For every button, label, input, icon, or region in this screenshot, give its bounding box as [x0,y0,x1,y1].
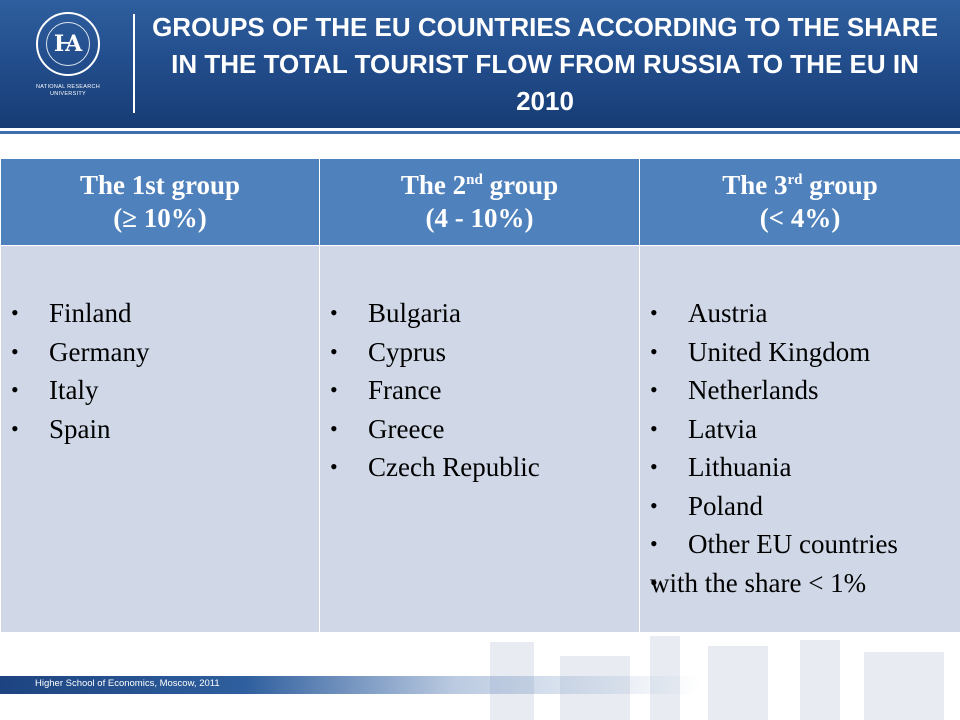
list-item: Finland [11,294,319,333]
group2-list: Bulgaria Cyprus France Greece Czech Repu… [320,246,639,487]
list-item: United Kingdom [650,333,960,372]
group1-title: The 1st group [79,170,241,200]
list-item: France [330,371,639,410]
list-item: Netherlands [650,371,960,410]
slide-title: GROUPS OF THE EU COUNTRIES ACCORDING TO … [152,12,938,116]
group2-range: (4 - 10%) [425,203,534,233]
list-item: Poland [650,487,960,526]
group2-title-sup: nd [466,172,483,188]
watermark-graphic [490,636,944,720]
group3-title: The 3 [722,170,788,200]
header-rule-blue [0,131,960,134]
group2-title-rest: group [482,170,559,200]
list-item: Austria [650,294,960,333]
list-item-note: with the share < 1% [650,564,960,603]
group3-title-sup: rd [787,172,803,188]
list-item: Spain [11,410,319,449]
group1-list: Finland Germany Italy Spain [1,246,319,448]
group3-header: The 3rd group (< 4%) [639,158,960,246]
logo-inner-ring: Ꙗ [46,22,90,66]
header-banner: Ꙗ NATIONAL RESEARCH UNIVERSITY GROUPS OF… [0,0,960,128]
logo-caption: NATIONAL RESEARCH UNIVERSITY [35,84,101,97]
header-divider [133,14,135,113]
groups-table: The 1st group (≥ 10%) The 2nd group (4 -… [0,158,960,633]
group1-header: The 1st group (≥ 10%) [0,158,320,246]
group1-cell: Finland Germany Italy Spain [0,245,320,633]
footer-caption: Higher School of Economics, Moscow, 2011 [35,678,220,689]
list-item: Greece [330,410,639,449]
university-logo: Ꙗ [36,12,100,76]
header-rule-white [0,128,960,131]
group3-note: with the share < 1% [650,567,867,598]
group2-header: The 2nd group (4 - 10%) [319,158,640,246]
group2-cell: Bulgaria Cyprus France Greece Czech Repu… [319,245,640,633]
group1-range: (≥ 10%) [113,203,207,233]
list-item: Czech Republic [330,448,639,487]
list-item: Bulgaria [330,294,639,333]
group3-title-rest: group [802,170,878,200]
group3-cell: Austria United Kingdom Netherlands Latvi… [639,245,960,633]
list-item: Cyprus [330,333,639,372]
list-item: Other EU countries [650,525,960,564]
table-body-row: Finland Germany Italy Spain Bulgaria Cyp… [0,245,960,633]
list-item: Germany [11,333,319,372]
list-item: Italy [11,371,319,410]
list-item: Latvia [650,410,960,449]
group2-title: The 2 [400,170,467,200]
group3-list: Austria United Kingdom Netherlands Latvi… [640,246,960,602]
logo-monogram-icon: Ꙗ [53,31,83,57]
list-item: Lithuania [650,448,960,487]
footer-bar [0,676,700,694]
group3-range: (< 4%) [759,203,841,233]
table-header-row: The 1st group (≥ 10%) The 2nd group (4 -… [0,158,960,246]
